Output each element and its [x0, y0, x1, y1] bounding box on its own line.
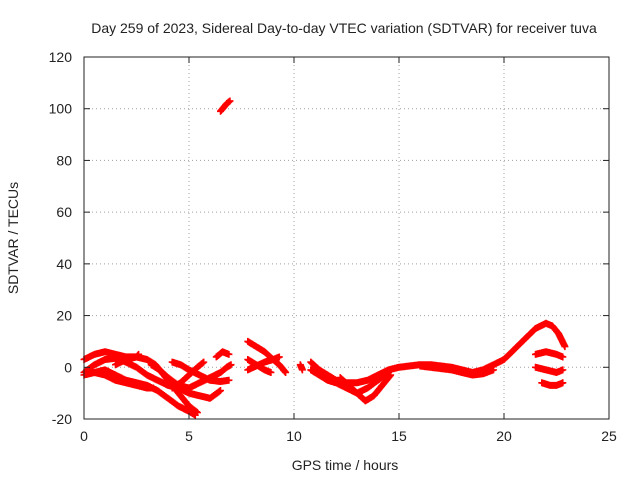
series-arc-e: [112, 350, 143, 369]
chart-title: Day 259 of 2023, Sidereal Day-to-day VTE…: [91, 20, 597, 36]
series-arc-h: [168, 358, 208, 392]
y-tick-label: 40: [56, 256, 72, 272]
series-arc-t: [532, 363, 567, 376]
x-axis-label: GPS time / hours: [292, 457, 399, 473]
y-tick-label: 20: [56, 308, 72, 324]
series-arc-u: [538, 379, 567, 389]
data-point-markers: [538, 379, 567, 389]
data-point-markers: [532, 348, 567, 361]
y-tick-label: 100: [49, 101, 73, 117]
series-arc-j: [217, 97, 234, 115]
data-point-markers: [91, 369, 157, 392]
data-point-markers: [296, 361, 306, 374]
x-tick-label: 25: [601, 428, 617, 444]
y-tick-label: 60: [56, 204, 72, 220]
x-tick-label: 0: [80, 428, 88, 444]
data-point-markers: [336, 371, 395, 405]
data-point-markers: [532, 363, 567, 376]
y-tick-label: -20: [52, 411, 72, 427]
data-point-markers: [112, 350, 143, 369]
tick-layer: 0 5 10 15 20 25 -20 0 20 40 60 80 100 120: [49, 49, 617, 444]
grid-layer: [84, 57, 609, 419]
data-point-markers: [212, 348, 233, 361]
series-arc-s: [532, 348, 567, 361]
series-arc-q: [336, 371, 395, 405]
x-tick-label: 5: [185, 428, 193, 444]
x-tick-label: 10: [286, 428, 302, 444]
series-arc-m: [244, 353, 283, 374]
plot-frame: [83, 56, 610, 420]
x-tick-label: 20: [496, 428, 512, 444]
data-point-markers: [217, 97, 234, 115]
series-arc-i: [212, 348, 233, 361]
y-axis-label: SDTVAR / TECUs: [5, 182, 21, 294]
data-point-markers: [168, 358, 208, 392]
data-point-markers: [416, 362, 497, 379]
series-arc-n: [296, 361, 306, 374]
x-tick-label: 15: [391, 428, 407, 444]
data-layer: [80, 97, 569, 419]
y-tick-label: 80: [56, 152, 72, 168]
series-arc-d: [91, 369, 157, 392]
series-arc-r: [416, 362, 497, 379]
y-tick-label: 0: [64, 359, 72, 375]
y-tick-label: 120: [49, 49, 73, 65]
data-point-markers: [244, 353, 283, 374]
